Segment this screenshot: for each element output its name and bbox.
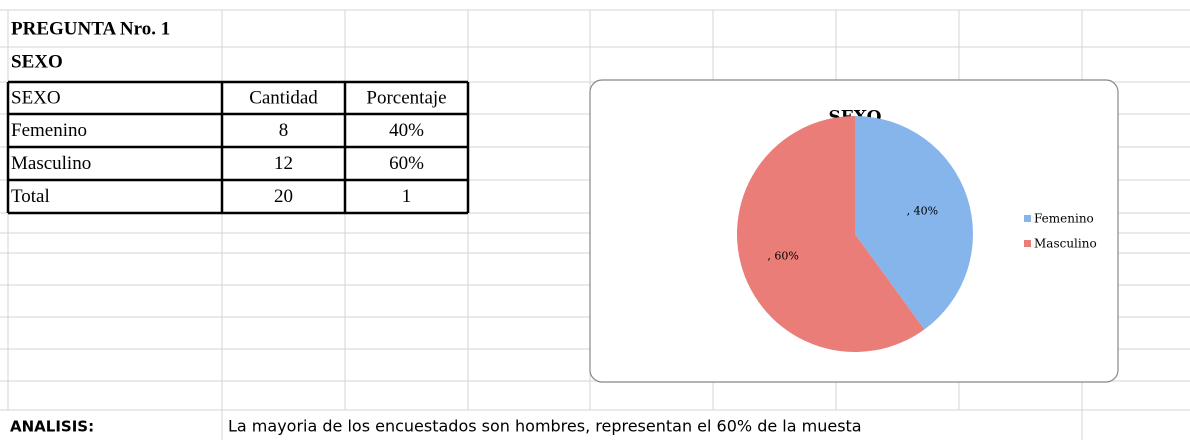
legend-swatch (1024, 240, 1031, 247)
pie-slice (855, 116, 974, 330)
legend-swatch (1024, 215, 1031, 222)
data-table: SEXO Cantidad Porcentaje Femenino 8 40% Mascul… (6, 80, 470, 215)
data-label: , 40% (907, 204, 938, 217)
row-label: SEXO (11, 87, 61, 108)
row-label: Femenino (11, 120, 87, 141)
analysis-text: La mayoria de los encuestados son hombre… (228, 417, 862, 436)
cell-value: 20 (274, 186, 293, 207)
row-label: Masculino (11, 153, 91, 174)
sheet-title: PREGUNTA Nro. 1 (11, 18, 170, 39)
legend-label: Masculino (1034, 237, 1097, 251)
cell-value: 12 (274, 153, 293, 174)
label-key (757, 254, 765, 258)
cell-value: 60% (389, 153, 424, 174)
pie-chart: , 40% , 60% Femenino Masculino (737, 116, 1097, 352)
cell-value: 8 (279, 120, 289, 141)
sheet-subtitle: SEXO (11, 51, 63, 72)
cell-value: 1 (402, 186, 412, 207)
label-key (896, 209, 904, 213)
analysis-label: ANALISIS: (10, 418, 94, 436)
legend-label: Femenino (1034, 212, 1094, 226)
cell-value: Porcentaje (366, 87, 446, 108)
cell-value: 40% (389, 120, 424, 141)
data-label: , 60% (767, 250, 798, 263)
cell-value: Cantidad (249, 87, 318, 108)
row-label: Total (11, 186, 50, 207)
pie-slice (737, 116, 925, 352)
